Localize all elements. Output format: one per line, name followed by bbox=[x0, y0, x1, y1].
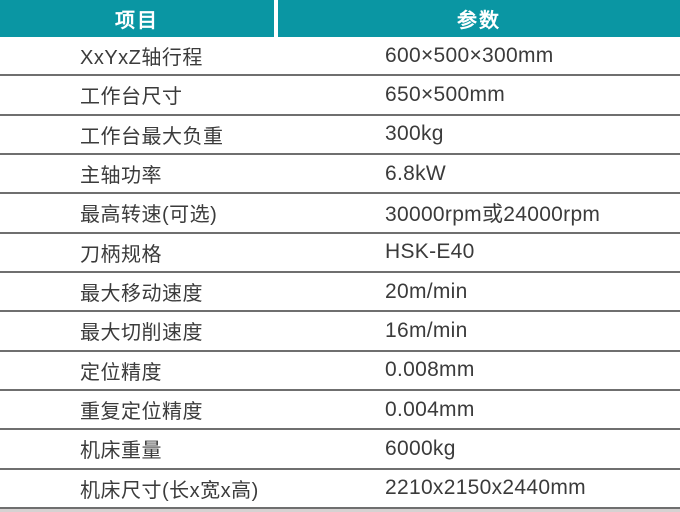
table-row-max-speed: 最高转速(可选) 30000rpm或24000rpm bbox=[0, 194, 680, 234]
row-label: 定位精度 bbox=[80, 361, 162, 384]
table-row-max-load: 工作台最大负重 300kg bbox=[0, 115, 680, 155]
table-row-repeat-accuracy: 重复定位精度 0.004mm bbox=[0, 390, 680, 431]
bottom-edge-strip bbox=[0, 509, 680, 512]
header-divider bbox=[274, 0, 278, 37]
row-label: 最大切削速度 bbox=[80, 322, 203, 345]
row-label: 机床重量 bbox=[80, 440, 162, 463]
row-value: 650×500mm bbox=[385, 82, 506, 106]
row-value: 2210x2150x2440mm bbox=[385, 476, 586, 500]
row-value: 6000kg bbox=[385, 436, 456, 460]
row-label: 最高转速(可选) bbox=[80, 204, 218, 227]
row-label: 主轴功率 bbox=[80, 165, 162, 188]
row-label: 最大移动速度 bbox=[80, 283, 203, 306]
header-cell-param: 参数 bbox=[278, 0, 680, 37]
row-label: 刀柄规格 bbox=[80, 243, 162, 266]
table-row-spindle-power: 主轴功率 6.8kW bbox=[0, 154, 680, 195]
table-header: 项目 参数 bbox=[0, 0, 680, 37]
table-row-axis-travel: XxYxZ轴行程 600×500×300mm bbox=[0, 37, 680, 77]
row-value: 0.004mm bbox=[385, 397, 475, 421]
row-label: 工作台最大负重 bbox=[80, 125, 224, 148]
table-row-positioning-accuracy: 定位精度 0.008mm bbox=[0, 351, 680, 391]
table-row-max-travel-speed: 最大移动速度 20m/min bbox=[0, 272, 680, 313]
table-body: XxYxZ轴行程 600×500×300mm 工作台尺寸 650×500mm 工… bbox=[0, 37, 680, 509]
table-row-max-cutting-speed: 最大切削速度 16m/min bbox=[0, 312, 680, 352]
row-value: 600×500×300mm bbox=[385, 43, 554, 67]
row-value: 0.008mm bbox=[385, 358, 475, 382]
row-label: XxYxZ轴行程 bbox=[80, 47, 203, 70]
table-row-machine-dimensions: 机床尺寸(长x宽x高) 2210x2150x2440mm bbox=[0, 469, 680, 509]
row-value: 20m/min bbox=[385, 279, 468, 303]
table-row-machine-weight: 机床重量 6000kg bbox=[0, 430, 680, 470]
row-value: 30000rpm或24000rpm bbox=[385, 202, 601, 226]
row-value: HSK-E40 bbox=[385, 240, 475, 264]
row-value: 300kg bbox=[385, 122, 444, 146]
row-value: 6.8kW bbox=[385, 161, 447, 185]
table-row-tool-holder: 刀柄规格 HSK-E40 bbox=[0, 233, 680, 273]
table-row-worktable-size: 工作台尺寸 650×500mm bbox=[0, 76, 680, 116]
row-value: 16m/min bbox=[385, 318, 468, 342]
row-label: 重复定位精度 bbox=[80, 401, 203, 424]
row-label: 工作台尺寸 bbox=[80, 86, 183, 109]
row-label: 机床尺寸(长x宽x高) bbox=[80, 479, 259, 502]
header-cell-item: 项目 bbox=[0, 0, 274, 37]
